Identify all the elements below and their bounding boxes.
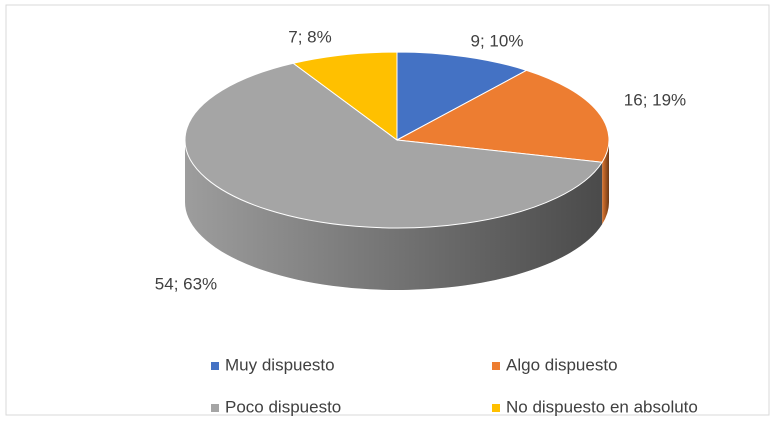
legend-label: Algo dispuesto bbox=[506, 355, 618, 374]
pie-slice bbox=[396, 51, 528, 141]
pie-side-shade bbox=[602, 140, 609, 225]
legend-marker bbox=[211, 404, 219, 412]
data-label: 9; 10% bbox=[471, 31, 524, 50]
pie-slice bbox=[184, 62, 603, 229]
legend-label: Muy dispuesto bbox=[225, 355, 335, 374]
pie-side-shade bbox=[185, 140, 603, 291]
data-label: 16; 19% bbox=[624, 90, 686, 109]
pie-slice bbox=[395, 69, 610, 163]
chart-border bbox=[5, 4, 770, 416]
data-label: 54; 63% bbox=[155, 274, 217, 293]
data-label: 7; 8% bbox=[288, 27, 331, 46]
legend-marker bbox=[211, 362, 219, 370]
pie-slice bbox=[292, 51, 398, 141]
legend-marker bbox=[492, 362, 500, 370]
legend-label: No dispuesto en absoluto bbox=[506, 397, 698, 416]
legend-label: Poco dispuesto bbox=[225, 397, 341, 416]
legend-marker bbox=[492, 404, 500, 412]
